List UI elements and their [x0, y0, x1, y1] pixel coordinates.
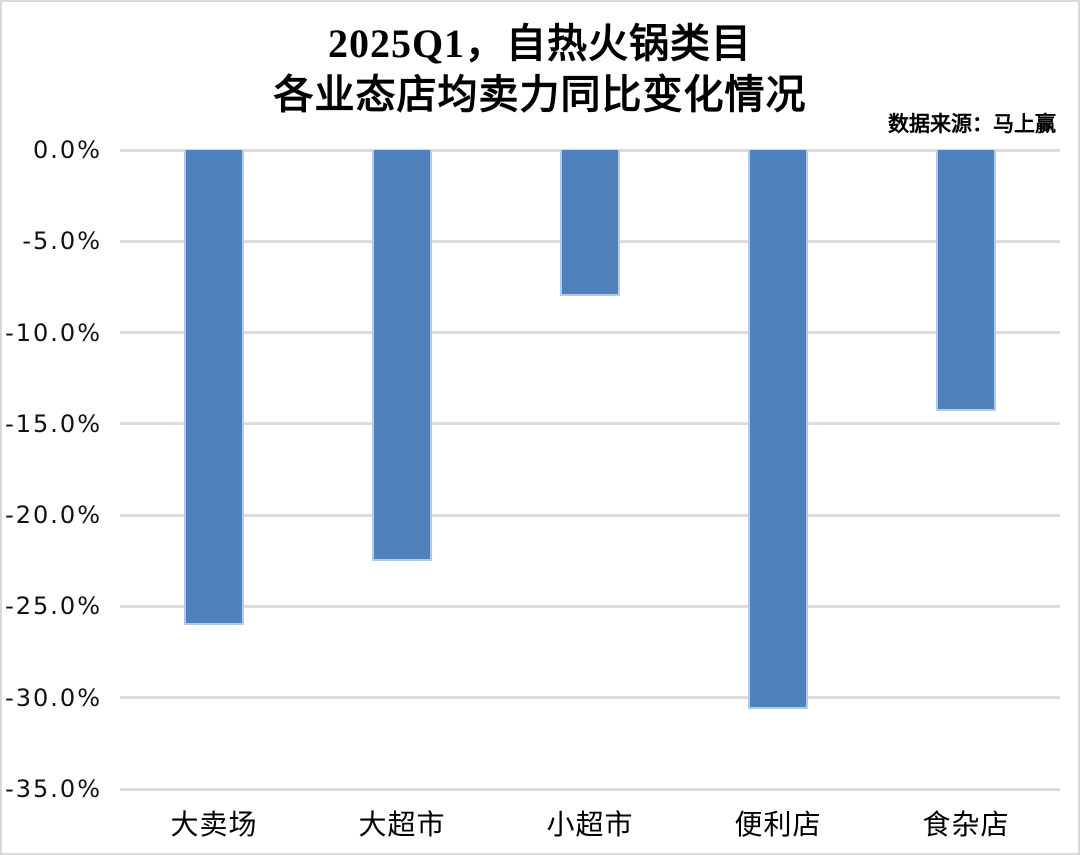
- gridline: [120, 331, 1060, 335]
- bar-大卖场: [184, 150, 244, 625]
- y-tick-label: -5.0%: [22, 227, 102, 256]
- bar-便利店: [748, 150, 808, 709]
- chart-title-line2: 各业态店均卖力同比变化情况: [273, 72, 807, 117]
- x-axis: 大卖场 大超市 小超市 便利店 食杂店: [120, 803, 1060, 845]
- gridline: [120, 422, 1060, 426]
- gridline: [120, 696, 1060, 700]
- y-axis: 0.0% -5.0% -10.0% -15.0% -20.0% -25.0% -30.0% -…: [2, 136, 102, 803]
- data-source-label: 数据来源：马上赢: [888, 112, 1056, 136]
- y-tick-label: -25.0%: [5, 592, 102, 621]
- y-tick-label: -10.0%: [5, 318, 102, 347]
- y-tick-label: -15.0%: [5, 409, 102, 438]
- gridline: [120, 787, 1060, 791]
- bar-大超市: [372, 150, 432, 561]
- y-tick-label: -20.0%: [5, 501, 102, 530]
- x-tick-label: 大卖场: [170, 810, 258, 841]
- x-tick-label: 小超市: [546, 810, 634, 841]
- gridline: [120, 604, 1060, 608]
- x-tick-label: 大超市: [358, 810, 446, 841]
- x-tick-label: 便利店: [734, 810, 822, 841]
- y-tick-label: -35.0%: [5, 775, 102, 803]
- chart-title: 2025Q1，自热火锅类目 各业态店均卖力同比变化情况: [2, 18, 1078, 120]
- bar-小超市: [560, 150, 620, 297]
- y-tick-label: -30.0%: [5, 683, 102, 712]
- gridline: [120, 513, 1060, 517]
- y-tick-label: 0.0%: [33, 136, 102, 164]
- x-tick-label: 食杂店: [922, 810, 1010, 841]
- chart-title-line1: 2025Q1，自热火锅类目: [327, 21, 753, 66]
- plot-area: [120, 148, 1060, 791]
- bar-食杂店: [936, 150, 996, 412]
